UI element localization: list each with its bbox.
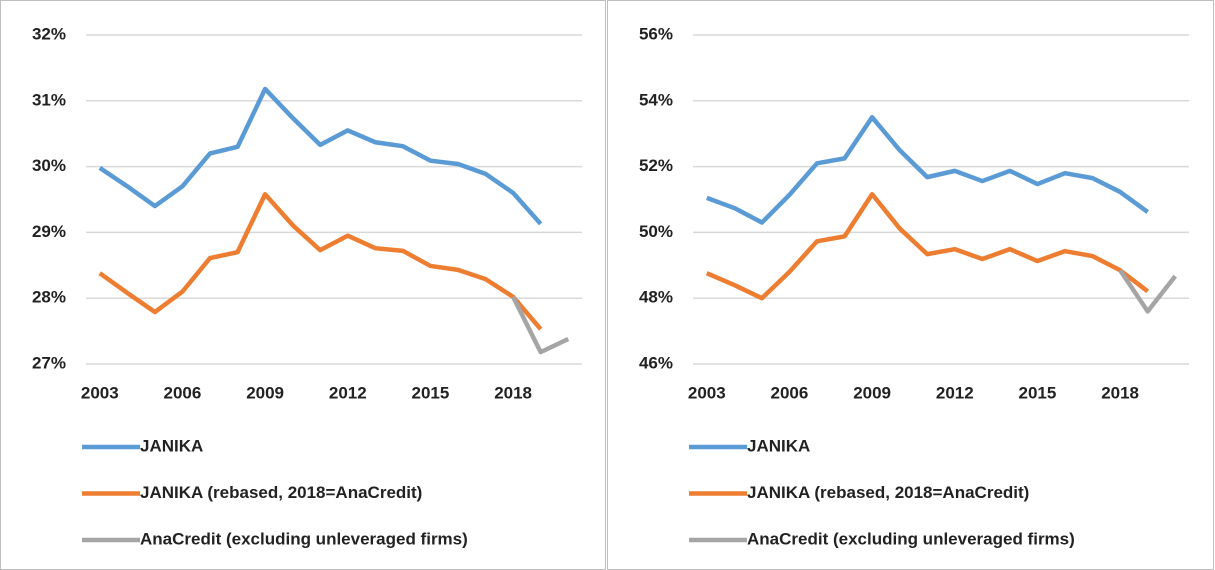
y-tick-label: 56% (639, 24, 673, 43)
x-tick-label: 2018 (494, 383, 532, 402)
legend-label: JANIKA (140, 436, 203, 455)
x-tick-label: 2012 (329, 383, 367, 402)
data-line (705, 115, 1149, 225)
x-tick-label: 2018 (1101, 383, 1139, 402)
data-line (98, 86, 543, 226)
y-tick-label: 27% (32, 353, 66, 372)
y-tick-label: 28% (32, 288, 66, 307)
x-tick-label: 2009 (853, 383, 891, 402)
x-tick-label: 2015 (412, 383, 450, 402)
y-tick-label: 52% (639, 156, 673, 175)
x-tick-label: 2015 (1019, 383, 1057, 402)
y-tick-label: 32% (32, 24, 66, 43)
x-tick-label: 2003 (688, 383, 726, 402)
y-tick-label: 50% (639, 222, 673, 241)
x-tick-label: 2006 (771, 383, 809, 402)
legend-label: AnaCredit (excluding unleveraged firms) (747, 529, 1075, 548)
y-tick-label: 31% (32, 90, 66, 109)
data-line (705, 191, 1150, 301)
y-tick-label: 48% (639, 288, 673, 307)
chart-panel: 46% 48% 50% 52% 54% 56% 2003 2006 2009 2012 2015 20… (607, 0, 1214, 570)
y-tick-label: 54% (639, 90, 673, 109)
chart-panel: 27% 28% 29% 30% 31% 32% 2003 2006 2009 2012 2015 20… (0, 0, 606, 570)
legend-label: JANIKA (rebased, 2018=AnaCredit) (140, 483, 422, 502)
legend-label: JANIKA (747, 436, 810, 455)
data-line (98, 191, 543, 331)
y-tick-label: 30% (32, 156, 66, 175)
legend-label: JANIKA (rebased, 2018=AnaCredit) (747, 483, 1029, 502)
data-line (511, 295, 570, 355)
x-tick-label: 2006 (164, 383, 202, 402)
x-tick-label: 2003 (81, 383, 119, 402)
x-tick-label: 2012 (936, 383, 974, 402)
legend-label: AnaCredit (excluding unleveraged firms) (140, 529, 468, 548)
y-tick-label: 29% (32, 222, 66, 241)
y-tick-label: 46% (639, 353, 673, 372)
x-tick-label: 2009 (246, 383, 284, 402)
data-line (1118, 268, 1177, 314)
